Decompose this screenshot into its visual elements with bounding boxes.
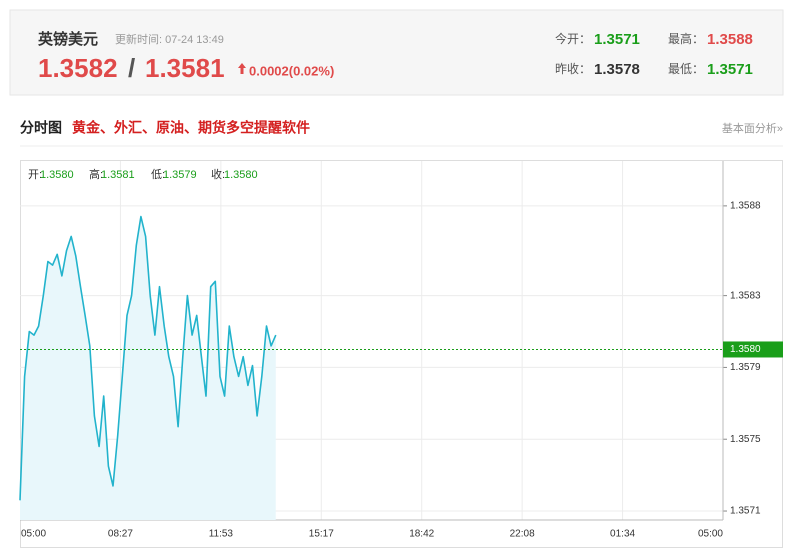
stat-value: 1.3571 — [594, 31, 640, 48]
change: 0.0002(0.02%) — [249, 63, 334, 78]
x-tick-label: 08:27 — [108, 529, 133, 540]
x-tick-label: 11:53 — [209, 529, 234, 540]
x-tick-label: 05:00 — [21, 529, 46, 540]
update-time: 更新时间: 07-24 13:49 — [115, 32, 224, 46]
stat-label: 最高： — [668, 31, 704, 46]
area-fill — [20, 216, 276, 520]
header-panel — [9, 9, 784, 96]
y-tick-label: 1.3575 — [730, 434, 761, 445]
x-tick-label: 01:34 — [610, 529, 635, 540]
ohlc-label: 开: — [28, 169, 42, 181]
up-arrow — [238, 63, 246, 74]
y-tick-label: 1.3571 — [730, 506, 761, 517]
x-tick-label: 05:00 — [698, 529, 723, 540]
y-tick-label: 1.3588 — [730, 201, 761, 212]
stat-value: 1.3571 — [707, 61, 753, 78]
ohlc-label: 高: — [89, 167, 103, 181]
x-tick-label: 15:17 — [309, 529, 334, 540]
ohlc-label: 收: — [211, 167, 225, 181]
ask-price: 1.3581 — [145, 53, 225, 83]
stat-value: 1.3578 — [594, 61, 640, 78]
promo-link[interactable]: 黄金、外汇、原油、期货多空提醒软件 — [72, 120, 310, 136]
y-tick-label: 1.3579 — [730, 362, 761, 373]
analysis-link[interactable]: 基本面分析» — [722, 121, 783, 135]
x-tick-label: 18:42 — [409, 529, 434, 540]
ohlc-value: 1.3580 — [40, 169, 74, 181]
ohlc-value: 1.3580 — [224, 169, 258, 181]
price-line — [19, 215, 277, 501]
y-tick-label: 1.3583 — [730, 290, 761, 301]
stat-label: 最低： — [668, 62, 704, 76]
current-price-label: 1.3580 — [730, 344, 761, 355]
bid-price: 1.3582 — [38, 53, 118, 83]
section-title: 分时图 — [20, 120, 62, 136]
ohlc-value: 1.3579 — [163, 169, 197, 181]
current-price-box — [723, 341, 783, 358]
ohlc-value: 1.3581 — [101, 169, 135, 181]
stat-label: 昨收： — [555, 62, 591, 76]
separator: / — [128, 53, 135, 83]
x-tick-label: 22:08 — [510, 529, 535, 540]
stat-value: 1.3588 — [707, 31, 753, 48]
stat-label: 今开： — [555, 31, 591, 46]
ohlc-label: 低: — [151, 168, 165, 181]
pair-name: 英镑美元 — [38, 30, 98, 48]
